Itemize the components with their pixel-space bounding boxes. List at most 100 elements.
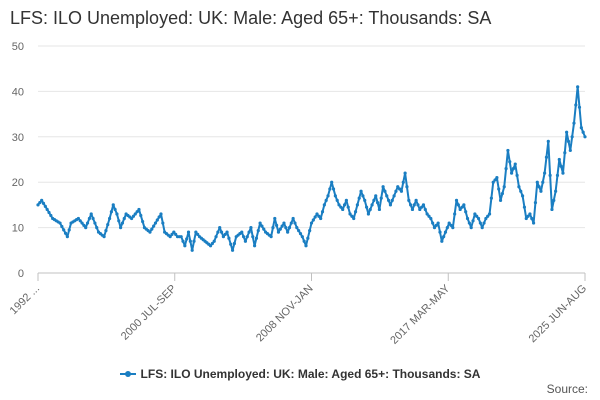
data-point[interactable] <box>432 226 437 230</box>
data-point[interactable] <box>174 232 178 237</box>
data-point[interactable] <box>216 230 220 234</box>
data-point[interactable] <box>366 212 370 216</box>
data-point[interactable] <box>41 201 46 205</box>
data-point[interactable] <box>212 239 216 243</box>
data-point[interactable] <box>245 235 249 239</box>
data-point[interactable] <box>445 226 449 230</box>
data-point[interactable] <box>530 216 534 221</box>
data-point[interactable] <box>464 210 468 214</box>
data-point[interactable] <box>579 126 583 130</box>
data-point[interactable] <box>80 221 84 225</box>
data-point[interactable] <box>289 221 293 225</box>
data-point[interactable] <box>311 218 315 222</box>
data-point[interactable] <box>475 214 479 218</box>
data-point[interactable] <box>513 162 517 166</box>
data-point[interactable] <box>254 236 259 240</box>
data-point[interactable] <box>120 221 125 225</box>
data-point[interactable] <box>421 203 426 207</box>
data-point[interactable] <box>304 244 308 248</box>
data-point[interactable] <box>76 216 80 221</box>
data-point[interactable] <box>293 221 297 225</box>
data-point[interactable] <box>390 198 394 202</box>
source-credit[interactable]: Source: <box>546 382 588 396</box>
data-point[interactable] <box>405 185 409 189</box>
data-point[interactable] <box>364 205 369 209</box>
data-point[interactable] <box>225 230 229 234</box>
data-point[interactable] <box>532 221 536 225</box>
data-point[interactable] <box>434 223 438 227</box>
data-point[interactable] <box>396 185 400 189</box>
data-point[interactable] <box>192 239 196 243</box>
data-point[interactable] <box>89 212 93 216</box>
data-point[interactable] <box>570 135 574 139</box>
data-point[interactable] <box>403 171 407 175</box>
data-point[interactable] <box>465 216 470 221</box>
data-point[interactable] <box>555 173 560 177</box>
data-point[interactable] <box>511 166 516 171</box>
data-point[interactable] <box>63 231 68 235</box>
data-point[interactable] <box>350 214 354 218</box>
data-point[interactable] <box>568 148 572 153</box>
data-point[interactable] <box>548 173 552 177</box>
data-point[interactable] <box>106 222 110 227</box>
data-point[interactable] <box>383 189 387 193</box>
data-point[interactable] <box>82 223 86 227</box>
data-point[interactable] <box>331 187 336 191</box>
data-point[interactable] <box>495 176 499 180</box>
data-point[interactable] <box>315 212 319 216</box>
data-point[interactable] <box>214 235 218 239</box>
data-point[interactable] <box>486 214 490 218</box>
data-point[interactable] <box>240 230 244 234</box>
data-point[interactable] <box>161 221 165 225</box>
data-point[interactable] <box>577 105 582 109</box>
data-point[interactable] <box>563 151 567 155</box>
data-point[interactable] <box>306 236 310 240</box>
data-point[interactable] <box>469 226 473 230</box>
data-point[interactable] <box>559 164 563 168</box>
data-point[interactable] <box>429 216 433 221</box>
data-point[interactable] <box>153 221 158 225</box>
data-point[interactable] <box>581 130 585 134</box>
data-point[interactable] <box>93 221 97 225</box>
data-point[interactable] <box>566 139 571 143</box>
data-point[interactable] <box>302 239 306 243</box>
data-point[interactable] <box>440 239 444 243</box>
data-point[interactable] <box>218 226 222 230</box>
data-point[interactable] <box>462 203 466 207</box>
data-point[interactable] <box>418 207 422 212</box>
data-point[interactable] <box>438 230 442 234</box>
data-point[interactable] <box>286 230 290 234</box>
data-point[interactable] <box>247 230 251 234</box>
data-point[interactable] <box>508 160 512 164</box>
data-point[interactable] <box>471 219 475 223</box>
data-point[interactable] <box>300 235 304 239</box>
data-point[interactable] <box>388 203 393 207</box>
data-point[interactable] <box>85 221 90 225</box>
data-point[interactable] <box>431 221 435 225</box>
data-point[interactable] <box>130 216 134 221</box>
data-point[interactable] <box>95 226 99 230</box>
data-point[interactable] <box>467 221 471 225</box>
data-point[interactable] <box>256 229 260 233</box>
data-point[interactable] <box>517 185 521 189</box>
data-point[interactable] <box>135 210 139 214</box>
data-point[interactable] <box>295 226 299 230</box>
data-point[interactable] <box>249 226 253 230</box>
data-point[interactable] <box>157 215 161 219</box>
data-point[interactable] <box>333 194 337 198</box>
data-point[interactable] <box>317 214 321 218</box>
data-point[interactable] <box>172 230 176 234</box>
data-point[interactable] <box>342 203 347 207</box>
data-point[interactable] <box>196 232 200 237</box>
data-point[interactable] <box>487 212 492 216</box>
data-point[interactable] <box>330 180 334 184</box>
data-point[interactable] <box>276 230 281 234</box>
data-point[interactable] <box>412 203 416 207</box>
data-point[interactable] <box>409 203 413 207</box>
data-point[interactable] <box>550 207 554 212</box>
data-point[interactable] <box>341 207 345 212</box>
data-point[interactable] <box>229 242 233 246</box>
data-point[interactable] <box>392 194 396 198</box>
data-point[interactable] <box>407 198 411 202</box>
data-point[interactable] <box>275 223 279 227</box>
